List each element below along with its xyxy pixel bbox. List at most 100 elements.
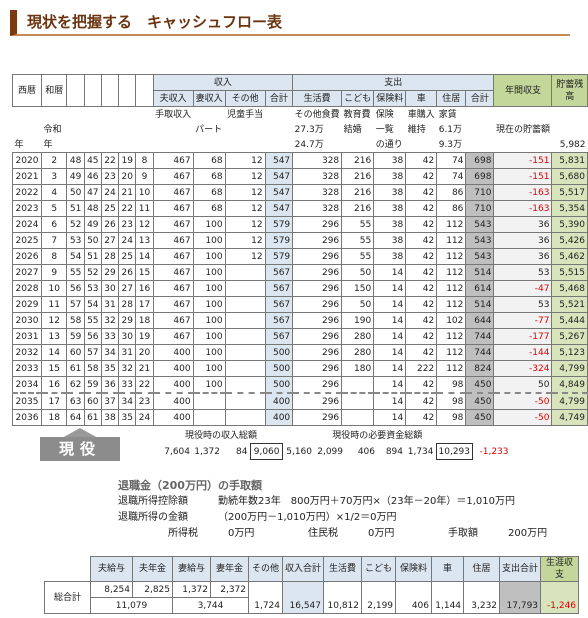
data-cell: 42 (405, 376, 438, 394)
note-cell (119, 107, 136, 123)
data-cell: 35 (100, 360, 120, 377)
data-cell: 9 (40, 264, 68, 281)
data-cell: 52 (83, 264, 102, 281)
note-cell (101, 122, 118, 137)
note-cell (119, 137, 136, 153)
data-row: 2029 11 57 54 31 28 17 467 100 567 296 50 14 42 112 514… (12, 296, 588, 313)
data-cell: 2027 (12, 264, 42, 281)
data-cell: 50 (493, 376, 553, 394)
data-cell: 3 (40, 168, 68, 185)
data-cell: 296 (292, 216, 343, 233)
data-cell: 112 (436, 328, 467, 345)
data-cell: 2033 (12, 360, 42, 377)
data-cell: 48 (83, 200, 102, 217)
column-header: 住居 (436, 90, 467, 107)
data-cell: 100 (192, 344, 226, 361)
data-cell: 61 (66, 360, 85, 377)
data-cell: 467 (152, 152, 194, 169)
data-cell: 467 (152, 312, 194, 329)
data-cell: 328 (292, 184, 343, 201)
data-cell: 328 (292, 200, 343, 217)
data-cell: 42 (405, 409, 438, 426)
data-cell (224, 280, 266, 297)
data-cell: -47 (493, 280, 553, 297)
note-cell (193, 107, 225, 123)
data-cell: 8 (40, 248, 68, 265)
data-cell: 23 (118, 216, 137, 233)
totals-value: 1,144 (431, 581, 465, 614)
data-cell: 38 (100, 409, 120, 426)
data-cell: 98 (436, 376, 467, 394)
data-cell: 27 (100, 232, 120, 249)
data-cell: 5,390 (551, 216, 588, 233)
note-cell (13, 107, 42, 123)
totals-combined: 3,744 (172, 597, 249, 614)
data-cell: 32 (118, 360, 137, 377)
data-cell: 4,749 (551, 409, 588, 426)
data-cell: 467 (152, 328, 194, 345)
totals-header: 夫年金 (132, 556, 173, 582)
title: 現状を把握する キャッシュフロー表 (10, 10, 570, 36)
note-cell (153, 122, 193, 137)
data-cell: 2 (40, 152, 68, 169)
data-cell: 547 (264, 152, 294, 169)
data-cell: 4,849 (551, 376, 588, 394)
retirement-line: 所得税 0万円 住民税 0万円 手取額 200万円 (118, 526, 578, 542)
data-cell: 24 (100, 184, 120, 201)
column-header: 妻収入 (192, 90, 226, 107)
data-cell: 74 (436, 152, 467, 169)
retirement-line: 退職所得控除額 勤続年数23年 800万円＋70万円×（23年－20年）＝1,01… (118, 494, 578, 510)
data-cell: 296 (292, 312, 343, 329)
data-cell: 56 (83, 328, 102, 345)
data-cell: 55 (83, 312, 102, 329)
data-cell: 8 (135, 152, 154, 169)
data-cell: 5,462 (551, 248, 588, 265)
note-row: 令和 パート 27.3万 結婚 一覧 維持 6.1万 現在の貯蓄額 (13, 122, 588, 137)
note-cell: パート (195, 124, 223, 135)
data-cell: 62 (66, 376, 85, 394)
tax-label: 所得税 (168, 528, 198, 539)
data-cell: 5,515 (551, 264, 588, 281)
data-cell: 5,831 (551, 152, 588, 169)
data-cell: 53 (66, 232, 85, 249)
data-cell: 37 (100, 392, 120, 410)
retirement-section: 退職金（200万円）の手取額退職所得控除額 勤続年数23年 800万円＋70万円×… (118, 478, 578, 542)
data-cell: 17 (135, 296, 154, 313)
data-cell: 22 (118, 200, 137, 217)
data-cell: 28 (118, 296, 137, 313)
data-row: 2021 3 49 46 23 20 9 467 68 12 547 328 216 38 42 74 698-… (12, 168, 588, 185)
column-header: 合計 (264, 90, 294, 107)
totals-value: 16,547 (281, 581, 325, 614)
data-cell: 38 (373, 248, 407, 265)
data-cell: 216 (341, 184, 375, 201)
data-cell: 42 (405, 328, 438, 345)
note-cell (136, 122, 153, 137)
note-cell: 家賃 (438, 109, 457, 120)
data-cell: 112 (436, 280, 467, 297)
header-cell: 年間収支 (493, 74, 553, 107)
data-cell: 547 (264, 200, 294, 217)
cashflow-table: 西暦 和暦 収入 支出 年間収支 貯蓄残高 夫収入 妻収入 その他 合計 生活費 こども 保険料車住居合… (12, 74, 588, 426)
note-cell (265, 122, 293, 137)
data-cell: 100 (192, 248, 226, 265)
data-cell: 25 (100, 200, 120, 217)
data-cell: 34 (100, 344, 120, 361)
data-cell: 698 (465, 152, 495, 169)
data-cell: 12 (224, 248, 266, 265)
data-cell: 50 (341, 296, 375, 313)
summary-value: 1,372 (194, 446, 220, 457)
totals-value: 8,254 (90, 581, 133, 598)
data-row: 2035 17 63 60 37 34 23 400 400 296 14 42 98 450 -50 4,7… (12, 392, 588, 410)
data-cell: 112 (436, 216, 467, 233)
note-cell (67, 122, 84, 137)
data-cell: 100 (192, 216, 226, 233)
data-cell: 547 (264, 168, 294, 185)
data-cell: 19 (118, 152, 137, 169)
data-cell: 50 (66, 184, 85, 201)
data-cell: 5,426 (551, 232, 588, 249)
totals-value: 1,372 (172, 581, 211, 598)
data-cell: 222 (405, 360, 438, 377)
data-cell: 42 (405, 184, 438, 201)
data-cell: 11 (135, 200, 154, 217)
retirement-heading: 退職金（200万円）の手取額 (118, 479, 262, 492)
